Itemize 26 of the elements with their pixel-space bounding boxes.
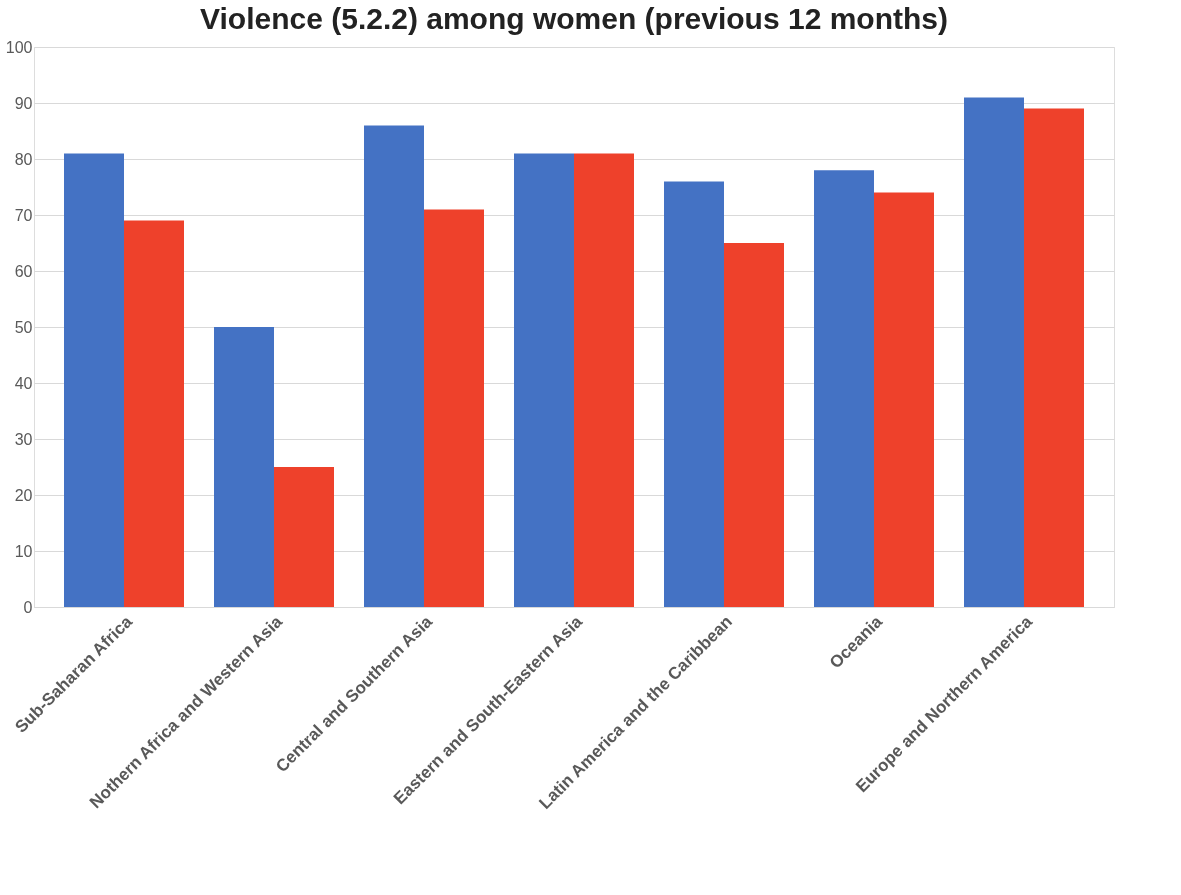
y-tick-label: 20 bbox=[14, 486, 33, 504]
y-tick-label: 0 bbox=[23, 598, 33, 616]
y-tick-label: 70 bbox=[14, 206, 33, 224]
y-tick-label: 60 bbox=[14, 262, 33, 280]
bar bbox=[964, 97, 1024, 607]
bar bbox=[724, 243, 784, 607]
chart-title: Violence (5.2.2) among women (previous 12 months) bbox=[200, 2, 948, 35]
bar bbox=[124, 220, 184, 607]
y-tick-label: 30 bbox=[14, 430, 33, 448]
y-tick-label: 100 bbox=[5, 38, 33, 56]
bar bbox=[664, 181, 724, 607]
bar bbox=[874, 192, 934, 607]
y-tick-label: 90 bbox=[14, 94, 33, 112]
bar bbox=[424, 209, 484, 607]
bar bbox=[214, 327, 274, 607]
y-tick-label: 10 bbox=[14, 542, 33, 560]
y-tick-label: 40 bbox=[14, 374, 33, 392]
bar bbox=[1024, 108, 1084, 607]
bar bbox=[364, 125, 424, 607]
bar bbox=[814, 170, 874, 607]
bar bbox=[574, 153, 634, 607]
bar bbox=[514, 153, 574, 607]
y-tick-label: 50 bbox=[14, 318, 33, 336]
y-tick-label: 80 bbox=[14, 150, 33, 168]
bar bbox=[274, 467, 334, 607]
bar bbox=[64, 153, 124, 607]
